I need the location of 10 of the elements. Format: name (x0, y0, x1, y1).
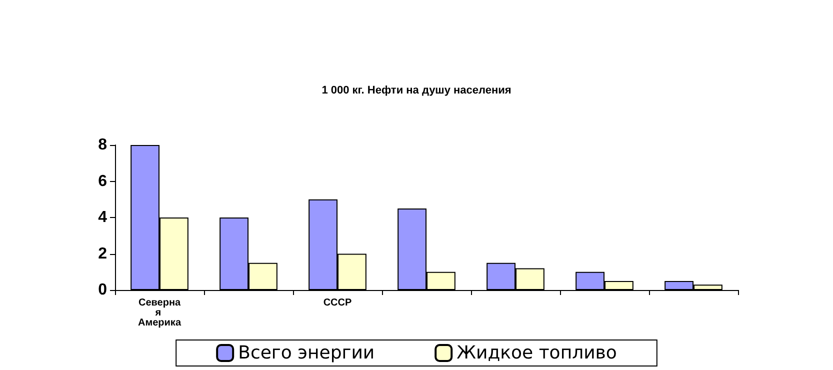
x-tick-label: СССР (323, 298, 352, 308)
chart-title: 1 000 кг. Нефти на душу населения (322, 84, 512, 96)
y-tick-label: 0 (98, 282, 108, 298)
y-tick-label: 6 (98, 172, 108, 190)
x-tick-label: Северная Америка (138, 298, 182, 328)
y-tick-label: 8 (98, 136, 108, 154)
legend-label: Жидкое топливо (456, 342, 617, 364)
y-tick-label: 2 (98, 245, 108, 262)
legend-label: Всего энергии (238, 342, 375, 364)
y-tick-label: 4 (98, 209, 108, 226)
